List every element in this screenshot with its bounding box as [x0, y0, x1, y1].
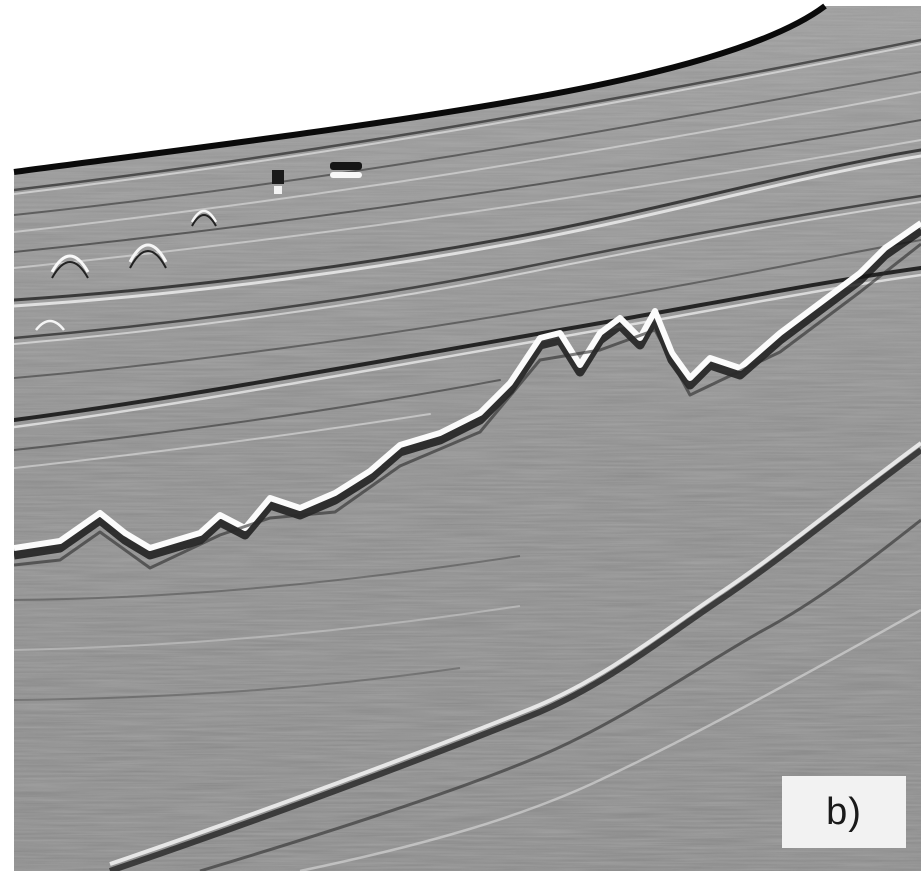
shallow-reflectors — [14, 38, 921, 469]
main-horizon — [14, 220, 921, 570]
panel-label-box: b) — [782, 776, 906, 848]
panel-label: b) — [826, 790, 862, 833]
diffraction-features — [35, 162, 362, 331]
seafloor-reflector — [13, 3, 827, 175]
deep-horizon — [14, 441, 921, 871]
